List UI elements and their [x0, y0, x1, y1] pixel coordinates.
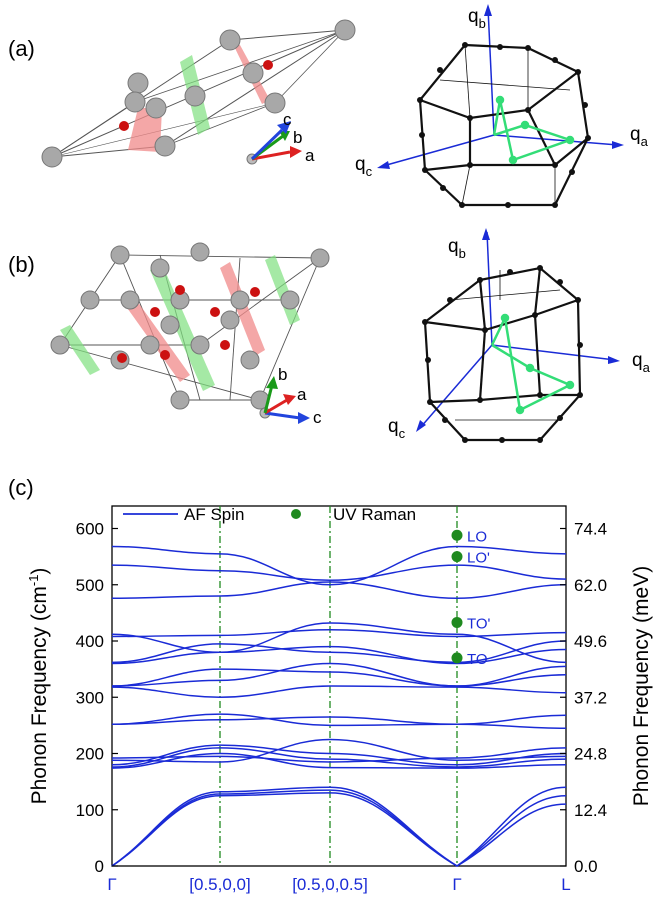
raman-point-0 — [451, 529, 463, 541]
brillouin-zone-a: qb qa qc — [355, 4, 649, 208]
legend-dot-icon — [291, 509, 301, 519]
qb-label: qb — [448, 236, 466, 261]
y-tick-label-left: 100 — [76, 801, 104, 820]
band-line-9 — [111, 716, 567, 729]
panel-c-label: (c) — [8, 475, 34, 500]
atom — [184, 85, 206, 107]
raman-points: LO LO' TO' TO — [451, 528, 491, 668]
raman-label-2: TO' — [467, 615, 491, 632]
raman-point-3 — [451, 652, 463, 664]
brillouin-zone-b: qb qa qc — [388, 228, 651, 443]
band-line-0 — [111, 792, 567, 867]
raman-point-1 — [451, 551, 463, 563]
legend-uv-raman: UV Raman — [333, 505, 416, 524]
qa-label: qa — [630, 124, 649, 149]
y-tick-label-left: 600 — [76, 520, 104, 539]
atom — [154, 135, 176, 157]
band-line-15 — [111, 628, 567, 638]
y-tick-label-right: 74.4 — [574, 520, 607, 539]
x-tick-label-0: Γ — [107, 875, 116, 894]
panel-b-label: (b) — [8, 252, 35, 277]
axis-a-label: a — [297, 385, 307, 404]
y-tick-label-left: 500 — [76, 576, 104, 595]
y-tick-label-right: 49.6 — [574, 632, 607, 651]
crystal-structure-b — [50, 242, 330, 410]
y-tick-label-right: 12.4 — [574, 801, 607, 820]
raman-label-1: LO' — [467, 550, 490, 567]
panel-a-label: (a) — [8, 36, 35, 61]
band-line-10 — [111, 685, 567, 699]
band-line-1 — [111, 789, 567, 867]
plane-red — [128, 108, 162, 152]
atom — [127, 72, 149, 94]
axis-a-label: a — [305, 146, 315, 165]
oxygen-atom — [119, 121, 129, 131]
x-tick-label-4: L — [561, 875, 570, 894]
atom — [219, 29, 241, 51]
y-tick-label-right: 62.0 — [574, 576, 607, 595]
y-axis-right-title: Phonon Frequency (meV) — [630, 566, 653, 806]
crystal-structure-a — [41, 19, 356, 168]
band-lines — [111, 545, 567, 867]
atom — [242, 62, 264, 84]
y-axis-left-title: Phonon Frequency (cm-1) — [26, 568, 51, 805]
phonon-dispersion-chart: LO LO' TO' TO 0 0.0 100 12.4 200 24.8 300 37.2 400 4… — [26, 505, 653, 894]
x-ticks: Γ [0.5,0,0] [0.5,0,0.5] Γ L — [107, 875, 570, 894]
oxygen-atom — [263, 60, 273, 70]
band-line-8 — [111, 713, 567, 727]
band-line-11 — [111, 668, 567, 687]
axis-c-label: c — [283, 110, 292, 129]
y-tick-label-left: 200 — [76, 745, 104, 764]
band-line-4 — [111, 747, 567, 768]
legend: AF Spin UV Raman — [123, 505, 416, 524]
raman-label-0: LO — [467, 528, 487, 545]
x-tick-label-2: [0.5,0,0.5] — [292, 875, 368, 894]
band-line-2 — [111, 786, 567, 867]
y-tick-label-right: 0.0 — [574, 857, 598, 876]
atom — [334, 19, 356, 41]
band-line-7 — [111, 747, 567, 763]
atom — [41, 146, 63, 168]
atom — [145, 97, 167, 119]
qa-label: qa — [632, 350, 651, 375]
band-line-18 — [111, 564, 567, 582]
band-line-19 — [111, 545, 567, 586]
band-line-17 — [111, 581, 567, 600]
band-line-16 — [111, 622, 567, 664]
y-tick-label-left: 0 — [95, 857, 104, 876]
y-tick-label-left: 400 — [76, 632, 104, 651]
axis-b-label: b — [293, 128, 302, 147]
atom — [124, 91, 146, 113]
band-line-14 — [111, 640, 567, 664]
band-line-5 — [111, 744, 567, 766]
raman-label-3: TO — [467, 651, 488, 668]
raman-point-2 — [451, 616, 463, 628]
axes-triad-b: c a b — [259, 365, 322, 427]
x-tick-label-3: Γ — [452, 875, 461, 894]
atom — [264, 92, 286, 114]
y-ticks: 0 0.0 100 12.4 200 24.8 300 37.2 400 49.6 500 62.0 6… — [76, 520, 607, 877]
qb-label: qb — [468, 6, 486, 31]
axis-c-label: c — [313, 408, 322, 427]
qc-label: qc — [388, 416, 406, 441]
band-line-12 — [111, 662, 567, 687]
legend-af-spin: AF Spin — [184, 505, 244, 524]
axes-triad-a: a b c — [246, 110, 315, 165]
qc-label: qc — [355, 154, 373, 179]
y-tick-label-left: 300 — [76, 688, 104, 707]
axis-b-label: b — [278, 365, 287, 384]
y-tick-label-right: 24.8 — [574, 745, 607, 764]
band-line-6 — [111, 738, 567, 763]
band-line-13 — [111, 645, 567, 665]
y-tick-label-right: 37.2 — [574, 688, 607, 707]
x-tick-label-1: [0.5,0,0] — [189, 875, 250, 894]
